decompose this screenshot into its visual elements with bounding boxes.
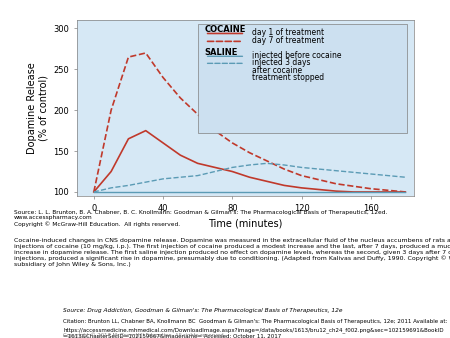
FancyBboxPatch shape [198, 24, 407, 133]
Text: Education: Education [16, 331, 43, 336]
Text: day 7 of treatment: day 7 of treatment [252, 37, 324, 45]
Text: Copyright © 2017 McGraw-Hill Education. All rights reserved.: Copyright © 2017 McGraw-Hill Education. … [63, 332, 225, 338]
Text: Mc: Mc [22, 305, 37, 315]
Text: COCAINE: COCAINE [205, 25, 246, 34]
Text: https://accessmedicine.mhmedical.com/DownloadImage.aspx?image=/data/books/1613/b: https://accessmedicine.mhmedical.com/Dow… [63, 327, 444, 333]
Text: =1613&ChapterSecID=102159667&imagename= Accessed: October 11, 2017: =1613&ChapterSecID=102159667&imagename= … [63, 334, 281, 338]
Text: Source: Drug Addiction, Goodman & Gilman's: The Pharmacological Basis of Therape: Source: Drug Addiction, Goodman & Gilman… [63, 308, 342, 313]
Text: SALINE: SALINE [205, 48, 238, 57]
Y-axis label: Dopamine Release
(% of control): Dopamine Release (% of control) [27, 62, 49, 154]
Text: injected before cocaine: injected before cocaine [252, 51, 342, 60]
Text: day 1 of treatment: day 1 of treatment [252, 28, 324, 38]
Text: Source: L. L. Brunton, B. A. Chabner, B. C. Knollmann: Goodman & Gilman's: The P: Source: L. L. Brunton, B. A. Chabner, B.… [14, 210, 387, 227]
Text: treatment stopped: treatment stopped [252, 73, 324, 82]
Text: Graw: Graw [15, 313, 44, 323]
Text: after cocaine: after cocaine [252, 66, 302, 75]
Text: Cocaine-induced changes in CNS dopamine release. Dopamine was measured in the ex: Cocaine-induced changes in CNS dopamine … [14, 238, 450, 267]
Text: Citation: Brunton LL, Chabner BA, Knollmann BC  Goodman & Gilman's: The Pharmaco: Citation: Brunton LL, Chabner BA, Knollm… [63, 319, 447, 324]
X-axis label: Time (minutes): Time (minutes) [208, 218, 283, 228]
Text: Hill: Hill [20, 321, 39, 331]
Text: injected 3 days: injected 3 days [252, 58, 310, 67]
